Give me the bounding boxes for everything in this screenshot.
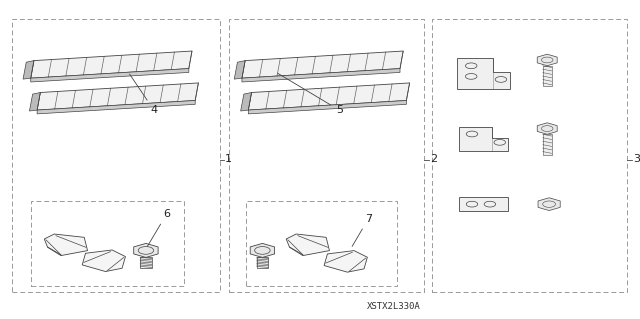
Polygon shape	[29, 93, 40, 111]
Text: XSTX2L330A: XSTX2L330A	[367, 302, 420, 311]
Polygon shape	[134, 243, 158, 257]
Polygon shape	[248, 100, 406, 114]
Polygon shape	[537, 123, 557, 134]
Polygon shape	[248, 83, 410, 110]
Polygon shape	[242, 51, 403, 78]
Polygon shape	[37, 83, 198, 110]
Bar	[543, 134, 552, 155]
Polygon shape	[44, 234, 88, 256]
Bar	[543, 66, 552, 86]
Text: 6: 6	[147, 209, 170, 247]
Polygon shape	[458, 127, 508, 151]
Polygon shape	[23, 61, 34, 79]
Bar	[257, 257, 268, 268]
Polygon shape	[537, 54, 557, 66]
Text: 5: 5	[278, 73, 343, 115]
Polygon shape	[286, 234, 330, 256]
Polygon shape	[31, 69, 189, 82]
Polygon shape	[242, 69, 400, 82]
Bar	[12, 19, 220, 292]
Polygon shape	[324, 251, 367, 272]
Polygon shape	[31, 51, 192, 78]
Polygon shape	[37, 100, 195, 114]
Polygon shape	[241, 93, 252, 111]
Text: 7: 7	[352, 214, 372, 246]
Polygon shape	[538, 198, 560, 211]
Polygon shape	[458, 197, 508, 211]
Text: 1: 1	[225, 154, 232, 165]
Bar	[432, 19, 627, 292]
Bar	[140, 257, 152, 268]
Polygon shape	[250, 243, 275, 257]
Bar	[246, 201, 397, 286]
Bar	[229, 19, 424, 292]
Bar	[31, 201, 184, 286]
Polygon shape	[457, 58, 509, 88]
Polygon shape	[82, 250, 125, 271]
Text: 2: 2	[430, 154, 437, 165]
Polygon shape	[234, 61, 245, 79]
Text: 4: 4	[129, 74, 157, 115]
Text: 3: 3	[634, 154, 640, 165]
